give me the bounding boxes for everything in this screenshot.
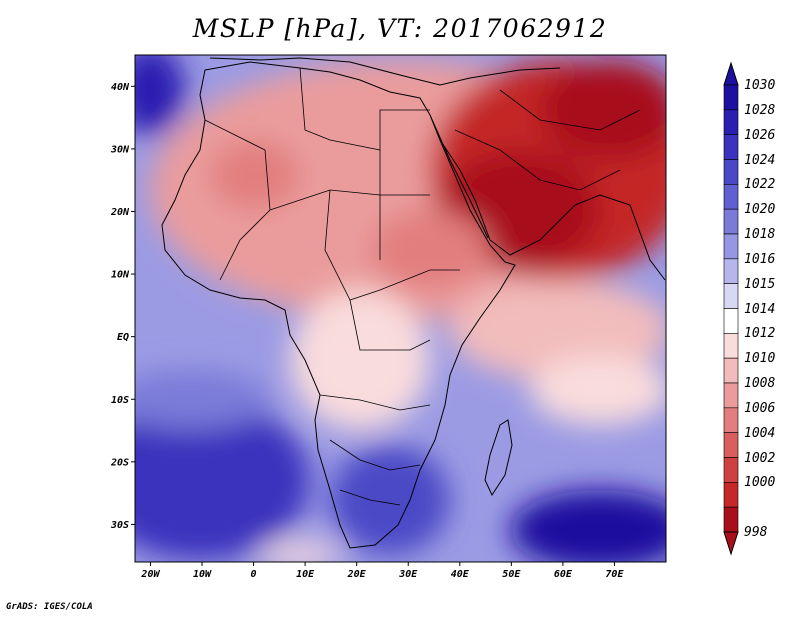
colorbar-swatch (723, 84, 739, 111)
colorbar (723, 61, 739, 556)
country-borders (204, 67, 641, 506)
lat-label: 30N (110, 144, 130, 155)
colorbar-swatch (723, 407, 739, 433)
colorbar-swatch (723, 357, 739, 384)
red-sea (429, 114, 489, 239)
colorbar-top-arrow (723, 61, 739, 86)
lon-label: 70E (605, 569, 624, 580)
colorbar-swatch (723, 308, 739, 334)
colorbar-level-label: 1008 (744, 376, 776, 391)
colorbar-level-label: 1002 (744, 450, 776, 466)
colorbar-swatch (723, 283, 739, 309)
colorbar-level-label: 1000 (744, 475, 776, 491)
colorbar-level-label: 1022 (744, 177, 776, 193)
colorbar-level-label: 1014 (744, 301, 776, 317)
lon-label: 60E (554, 569, 573, 580)
lon-label: 10E (296, 569, 315, 580)
colorbar-swatch (723, 333, 739, 359)
colorbar-level-label: 1030 (744, 78, 776, 93)
lon-label: 40E (451, 569, 470, 580)
colorbar-swatch (723, 482, 739, 508)
lon-label: 50E (502, 569, 521, 580)
colorbar-swatch (723, 208, 739, 235)
colorbar-level-label: 1010 (744, 351, 776, 367)
colorbar-swatch (723, 258, 739, 284)
colorbar-swatch (723, 457, 739, 483)
axis-ticks: 40N 30N 20N 10N EQ 10S 20S 30S 20W 10W 0 10E 20E 30E 4… (110, 82, 625, 580)
colorbar-level-label: 1016 (744, 251, 776, 267)
lon-label: 20W (140, 569, 160, 580)
map-title: MSLP [hPa], VT: 2017062912 (192, 14, 608, 43)
colorbar-swatch (723, 184, 739, 210)
colorbar-level-label: 1012 (744, 326, 776, 342)
coastlines (161, 57, 666, 549)
lat-label: 20S (110, 457, 129, 468)
pressure-field (135, 55, 666, 562)
lat-label: 10N (111, 270, 130, 281)
lat-label: EQ (117, 332, 129, 343)
colorbar-bottom-arrow (723, 531, 739, 556)
colorbar-swatch (723, 506, 739, 533)
colorbar-level-label: 1018 (744, 227, 776, 242)
colorbar-level-label: 1020 (744, 202, 776, 218)
lat-label: 40N (111, 82, 130, 93)
footer-credit: GrADS: IGES/COLA (6, 602, 93, 612)
lat-label: 30S (110, 520, 129, 531)
colorbar-swatch (723, 159, 739, 185)
colorbar-swatch (723, 233, 739, 260)
colorbar-swatch (723, 382, 739, 409)
lat-label: 10S (111, 395, 129, 406)
lon-label: 20E (347, 569, 367, 580)
colorbar-level-label: 1006 (744, 400, 776, 416)
arabia-coastline (439, 139, 666, 281)
colorbar-swatch (723, 432, 739, 458)
lon-label: 10W (193, 569, 212, 580)
europe-coastline (209, 57, 561, 86)
colorbar-level-label: 998 (744, 525, 768, 540)
lon-label: 30E (398, 569, 418, 580)
colorbar-level-label: 1026 (744, 127, 776, 143)
lon-label: 0 (251, 569, 257, 580)
colorbar-level-label: 1004 (744, 425, 776, 441)
madagascar-coastline (484, 419, 513, 497)
colorbar-level-label: 1015 (744, 276, 776, 292)
colorbar-level-label: 1028 (744, 102, 776, 118)
colorbar-swatch (723, 109, 739, 135)
colorbar-level-label: 1024 (744, 152, 776, 168)
plot-frame (134, 54, 667, 563)
lat-label: 20N (110, 207, 130, 218)
colorbar-swatch (723, 134, 739, 160)
